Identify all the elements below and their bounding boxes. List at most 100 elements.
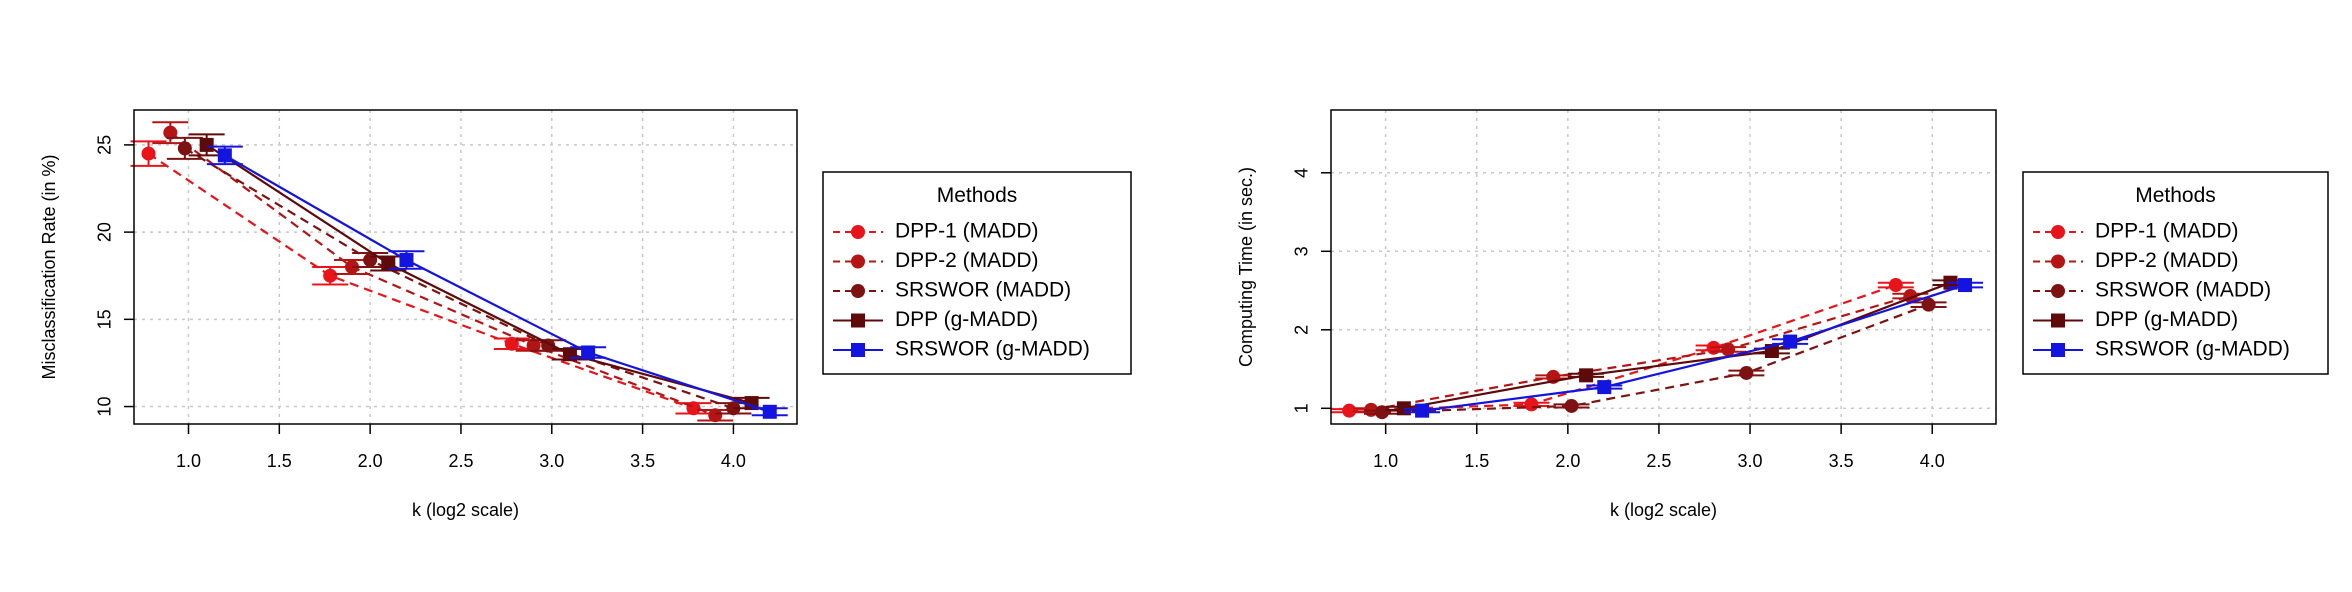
legend-item-4: SRSWOR (g-MADD) <box>2033 338 2290 361</box>
legend-label: SRSWOR (g-MADD) <box>2095 338 2290 361</box>
y-tick-label: 10 <box>95 397 115 417</box>
series-0 <box>130 140 712 416</box>
data-point <box>199 137 214 152</box>
y-tick-label: 20 <box>95 222 115 242</box>
legend-item-4: SRSWOR (g-MADD) <box>833 338 1090 361</box>
data-point <box>1415 403 1430 418</box>
series-3 <box>1385 275 1969 416</box>
series-line <box>1370 294 1911 411</box>
data-point <box>323 268 338 283</box>
legend-item-1: DPP-2 (MADD) <box>833 249 1039 272</box>
series-2 <box>1364 297 1947 420</box>
data-point <box>141 146 156 161</box>
series-4 <box>1404 278 1984 418</box>
y-tick-label: 2 <box>1292 325 1312 335</box>
y-axis-label: Computing Time (in sec.) <box>1236 167 1256 367</box>
data-point <box>1888 278 1903 293</box>
misclassification-chart: 1.0 1.5 2.0 2.5 3.0 3.5 4.0 10 15 20 25 k (log2 sca… <box>39 109 1132 520</box>
x-tick-label: 2.5 <box>1646 451 1671 471</box>
legend-label: DPP (g-MADD) <box>2095 308 2238 331</box>
legend-item-0: DPP-1 (MADD) <box>833 220 1039 243</box>
x-tick-label: 2.0 <box>358 451 383 471</box>
data-point <box>1721 342 1736 357</box>
x-tick-label: 3.5 <box>1829 451 1854 471</box>
x-tick-label: 1.5 <box>267 451 292 471</box>
series-line <box>1381 303 1929 414</box>
legend-marker <box>2051 225 2065 239</box>
legend-label: DPP-2 (MADD) <box>2095 249 2239 272</box>
series-1 <box>1353 289 1929 417</box>
legend-label: DPP (g-MADD) <box>895 308 1038 331</box>
data-point <box>1783 334 1798 349</box>
x-axis-label: k (log2 scale) <box>412 500 519 520</box>
y-tick-label: 3 <box>1292 246 1312 256</box>
data-point <box>163 125 178 140</box>
legend-item-3: DPP (g-MADD) <box>2033 308 2238 331</box>
legend-item-2: SRSWOR (MADD) <box>2033 279 2271 302</box>
legend-label: DPP-1 (MADD) <box>895 220 1039 243</box>
data-point <box>1739 365 1754 380</box>
grid <box>134 110 797 424</box>
computing-time-chart: 1.0 1.5 2.0 2.5 3.0 3.5 4.0 1 2 3 4 k (log2 scale) C… <box>1236 109 2329 520</box>
data-point <box>399 253 414 268</box>
data-point <box>1524 397 1539 412</box>
data-point <box>762 404 777 419</box>
data-point <box>726 401 741 416</box>
data-point <box>1579 368 1594 383</box>
x-tick-label: 4.0 <box>1920 451 1945 471</box>
data-point <box>1958 278 1973 293</box>
legend-item-0: DPP-1 (MADD) <box>2033 220 2239 243</box>
legend-marker <box>851 313 865 328</box>
x-tick-label: 1.0 <box>176 451 201 471</box>
legend-marker <box>2051 343 2065 357</box>
legend-marker <box>851 254 865 269</box>
legend-title: Methods <box>937 184 1018 207</box>
x-tick-label: 2.5 <box>448 451 473 471</box>
x-tick-label: 3.0 <box>539 451 564 471</box>
data-point <box>1564 398 1579 413</box>
data-point <box>708 408 723 423</box>
data-point <box>504 336 519 351</box>
legend-item-1: DPP-2 (MADD) <box>2033 249 2239 272</box>
data-point <box>177 141 192 156</box>
y-tick-label: 25 <box>95 135 115 155</box>
data-point <box>1375 405 1390 420</box>
legend: Methods DPP-1 (MADD) DPP-2 (MADD) SRSWOR (M… <box>2022 171 2329 375</box>
y-tick-label: 1 <box>1292 403 1312 413</box>
series-line <box>1421 284 1966 412</box>
series-2 <box>166 136 752 416</box>
plot-frame <box>1330 109 1997 425</box>
data-point <box>562 347 577 362</box>
x-tick-label: 3.5 <box>630 451 655 471</box>
x-tick-label: 2.0 <box>1555 451 1580 471</box>
x-tick-label: 1.5 <box>1464 451 1489 471</box>
x-axis-label: k (log2 scale) <box>1610 500 1717 520</box>
data-point <box>217 148 232 163</box>
legend-marker <box>2051 254 2065 269</box>
data-point <box>381 256 396 271</box>
legend-label: DPP-2 (MADD) <box>895 249 1039 272</box>
legend-label: SRSWOR (MADD) <box>895 279 1071 302</box>
legend-box <box>822 171 1132 375</box>
legend-item-2: SRSWOR (MADD) <box>833 279 1071 302</box>
grid <box>1331 110 1996 424</box>
series-line <box>147 152 694 410</box>
legend-marker <box>851 225 865 239</box>
y-axis-label: Misclassification Rate (in %) <box>39 154 59 379</box>
series-4 <box>206 145 788 419</box>
x-tick-label: 3.0 <box>1738 451 1763 471</box>
series-line <box>206 143 752 405</box>
legend-label: SRSWOR (g-MADD) <box>895 338 1090 361</box>
legend-label: SRSWOR (MADD) <box>2095 279 2271 302</box>
legend-marker <box>851 284 865 298</box>
legend-marker <box>851 343 865 357</box>
data-point <box>344 260 359 274</box>
data-point <box>581 345 596 360</box>
series-line <box>1403 281 1951 410</box>
legend-label: DPP-1 (MADD) <box>2095 220 2239 243</box>
data-point <box>1921 297 1936 312</box>
legend-marker <box>2051 284 2065 298</box>
plot-frame <box>133 109 798 425</box>
legend-title: Methods <box>2135 184 2216 207</box>
